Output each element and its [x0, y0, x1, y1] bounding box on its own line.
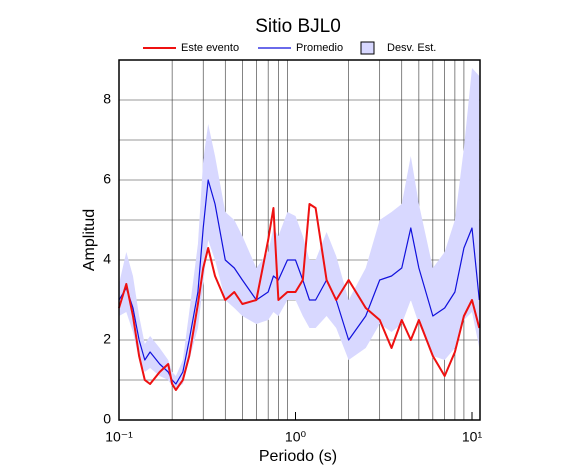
legend-label: Este evento [181, 42, 239, 54]
plot-frame [118, 59, 481, 421]
y-tick-label: 4 [103, 251, 111, 267]
chart-title: Sitio BJL0 [255, 16, 341, 37]
x-axis-label: Periodo (s) [259, 448, 337, 465]
y-tick-label: 6 [103, 171, 111, 187]
y-tick-label: 0 [103, 411, 111, 427]
legend-label: Desv. Est. [387, 42, 436, 54]
y-tick-label: 8 [103, 91, 111, 107]
y-tick-label: 2 [103, 331, 111, 347]
legend-swatch [360, 41, 375, 55]
x-tick-label: 10¹ [462, 429, 483, 445]
series-line [118, 179, 480, 385]
x-tick-label: 10⁰ [285, 429, 307, 445]
x-tick-label: 10⁻¹ [105, 429, 133, 445]
legend-label: Promedio [296, 42, 343, 54]
y-axis-label: Amplitud [81, 209, 98, 271]
std-band [119, 68, 480, 388]
plot [118, 68, 481, 391]
series-line [118, 203, 481, 391]
